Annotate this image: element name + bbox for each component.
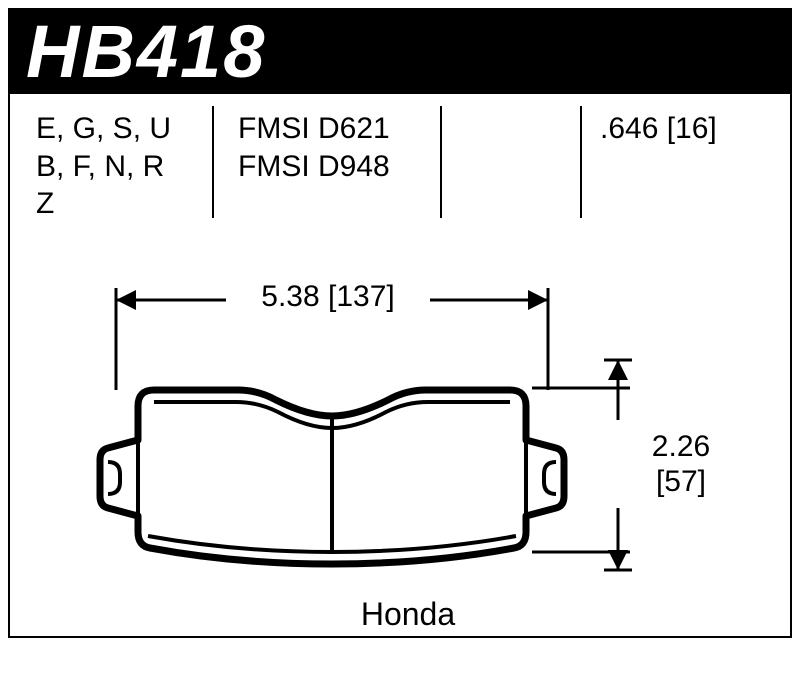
compound-line: Z bbox=[36, 185, 171, 223]
header-bar: HB418 bbox=[8, 8, 792, 94]
fmsi-line: FMSI D621 bbox=[238, 110, 390, 148]
diagram-area: 5.38 [137] 2.26 [57] Honda bbox=[8, 240, 792, 638]
divider bbox=[212, 106, 214, 218]
compound-line: B, F, N, R bbox=[36, 148, 171, 186]
fmsi-line: FMSI D948 bbox=[238, 148, 390, 186]
compound-line: E, G, S, U bbox=[36, 110, 171, 148]
pad-inner-lines bbox=[108, 402, 556, 552]
brake-pad-drawing bbox=[8, 240, 792, 638]
fmsi-codes: FMSI D621 FMSI D948 bbox=[238, 110, 390, 185]
part-number: HB418 bbox=[26, 9, 266, 94]
thickness-value: .646 [16] bbox=[600, 110, 717, 148]
divider bbox=[440, 106, 442, 218]
divider bbox=[580, 106, 582, 218]
info-row: E, G, S, U B, F, N, R Z FMSI D621 FMSI D… bbox=[8, 94, 792, 234]
width-arrow bbox=[116, 288, 548, 390]
compound-codes: E, G, S, U B, F, N, R Z bbox=[36, 110, 171, 223]
